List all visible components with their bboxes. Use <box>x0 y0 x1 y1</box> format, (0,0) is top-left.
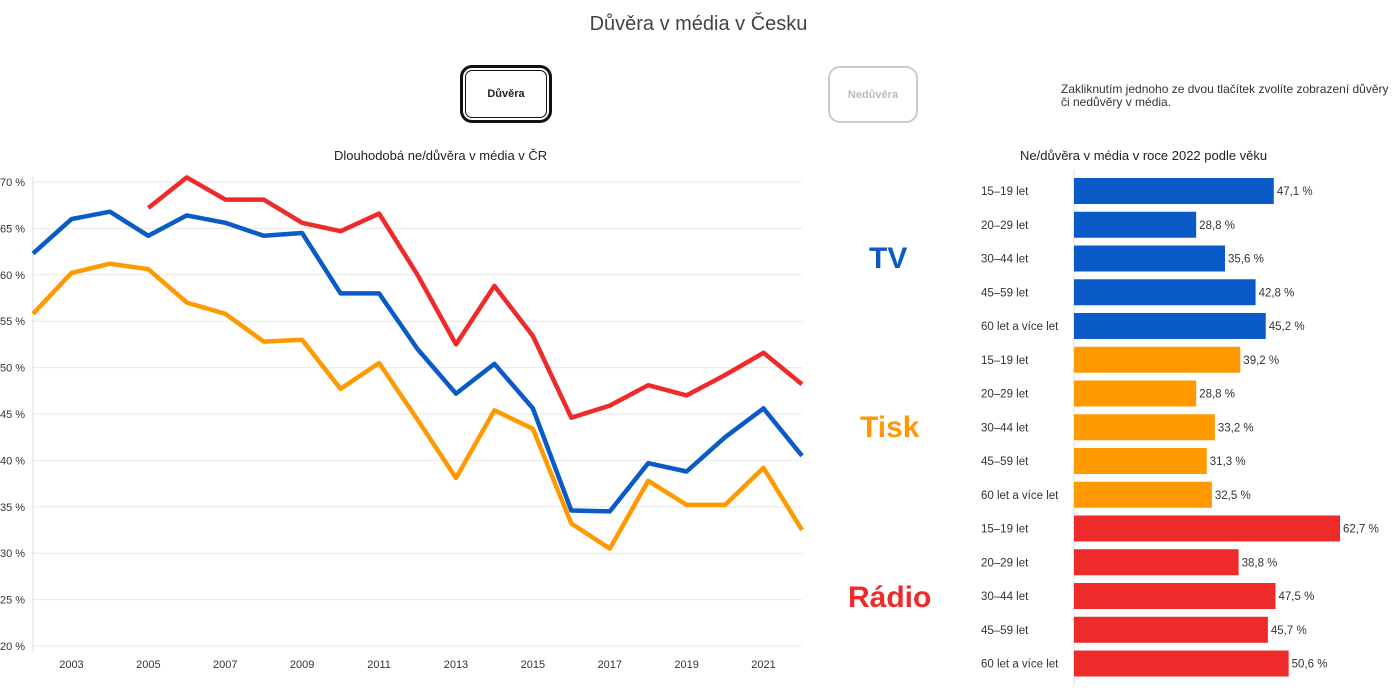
bar-value-label: 38,8 % <box>1242 557 1278 569</box>
bar-value-label: 33,2 % <box>1218 422 1254 434</box>
series-line-print <box>31 261 804 551</box>
print-label: Tisk <box>860 411 920 444</box>
page-title: Důvěra v média v Česku <box>589 13 808 35</box>
bar-radio <box>1074 549 1239 576</box>
x-tick-label: 2011 <box>367 659 391 671</box>
bar-value-label: 47,5 % <box>1279 591 1315 603</box>
y-tick-label: 35 % <box>0 502 25 514</box>
category-label: 45–59 let <box>981 625 1029 637</box>
category-label: 60 let a více let <box>981 490 1059 502</box>
category-label: 45–59 let <box>981 287 1029 299</box>
x-tick-label: 2019 <box>674 659 698 671</box>
x-tick-label: 2015 <box>521 659 545 671</box>
y-tick-label: 70 % <box>0 177 25 189</box>
bar-tv <box>1074 211 1197 238</box>
category-label: 15–19 let <box>981 524 1029 536</box>
y-tick-label: 60 % <box>0 270 25 282</box>
bar-value-label: 28,8 % <box>1199 389 1235 401</box>
bar-value-label: 28,8 % <box>1199 220 1235 232</box>
category-label: 30–44 let <box>981 591 1029 603</box>
y-tick-label: 50 % <box>0 363 25 375</box>
x-tick-label: 2007 <box>213 659 237 671</box>
category-label: 15–19 let <box>981 355 1029 367</box>
bar-value-label: 45,2 % <box>1269 321 1305 333</box>
line-chart-title: Dlouhodobá ne/důvěra v média v ČR <box>334 148 548 163</box>
x-tick-label: 2003 <box>59 659 83 671</box>
bar-value-label: 35,6 % <box>1228 254 1264 266</box>
bar-chart: 15–19 let 47,1 % 20–29 let 28,8 % 30–44 let 3… <box>981 170 1379 685</box>
bar-tv <box>1074 178 1274 204</box>
category-label: 30–44 let <box>981 422 1029 434</box>
bar-print <box>1074 414 1215 441</box>
y-tick-label: 55 % <box>0 316 25 328</box>
category-label: 15–19 let <box>981 186 1029 198</box>
x-tick-label: 2009 <box>290 659 314 671</box>
bar-tv <box>1074 279 1256 306</box>
bar-radio <box>1074 583 1276 609</box>
y-tick-label: 30 % <box>0 548 25 560</box>
category-label: 45–59 let <box>981 456 1029 468</box>
trust-button[interactable]: Důvěra <box>460 65 552 123</box>
bar-value-label: 50,6 % <box>1292 659 1328 671</box>
category-label: 60 let a více let <box>981 659 1059 671</box>
bar-print <box>1074 448 1207 474</box>
bar-value-label: 42,8 % <box>1259 287 1295 299</box>
series-line-tv <box>31 209 804 514</box>
category-label: 20–29 let <box>981 220 1029 232</box>
bar-value-label: 62,7 % <box>1343 524 1379 536</box>
bar-value-label: 31,3 % <box>1210 456 1246 468</box>
series-line-radio <box>146 175 804 420</box>
radio-label: Rádio <box>848 581 932 614</box>
bar-value-label: 39,2 % <box>1243 355 1279 367</box>
category-label: 20–29 let <box>981 389 1029 401</box>
distrust-button[interactable]: Nedůvěra <box>828 66 918 123</box>
category-label: 60 let a více let <box>981 321 1059 333</box>
category-label: 20–29 let <box>981 557 1029 569</box>
bar-tv <box>1074 245 1226 272</box>
line-chart: 20 % 25 % 30 % 35 % 40 % 45 % 50 % 55 % 60 % 65 %… <box>0 175 804 671</box>
bar-tv <box>1074 313 1266 339</box>
category-label: 30–44 let <box>981 254 1029 266</box>
x-tick-label: 2021 <box>751 659 775 671</box>
bar-value-label: 32,5 % <box>1215 490 1251 502</box>
bar-radio <box>1074 650 1289 677</box>
x-tick-label: 2005 <box>136 659 160 671</box>
y-tick-label: 20 % <box>0 641 25 653</box>
x-tick-label: 2017 <box>598 659 622 671</box>
bar-value-label: 47,1 % <box>1277 186 1313 198</box>
y-tick-label: 45 % <box>0 409 25 421</box>
x-tick-label: 2013 <box>444 659 468 671</box>
y-tick-label: 65 % <box>0 223 25 235</box>
bar-print <box>1074 346 1241 373</box>
bar-print <box>1074 380 1197 407</box>
y-tick-label: 25 % <box>0 595 25 607</box>
tv-label: TV <box>869 242 908 275</box>
bar-print <box>1074 481 1212 508</box>
bar-chart-title: Ne/důvěra v média v roce 2022 podle věku <box>1020 148 1268 163</box>
bar-radio <box>1074 515 1340 542</box>
y-tick-label: 40 % <box>0 455 25 467</box>
bar-value-label: 45,7 % <box>1271 625 1307 637</box>
instruction-text: Zakliknutím jednoho ze dvou tlačítek zvo… <box>1061 82 1389 109</box>
bar-radio <box>1074 616 1268 643</box>
